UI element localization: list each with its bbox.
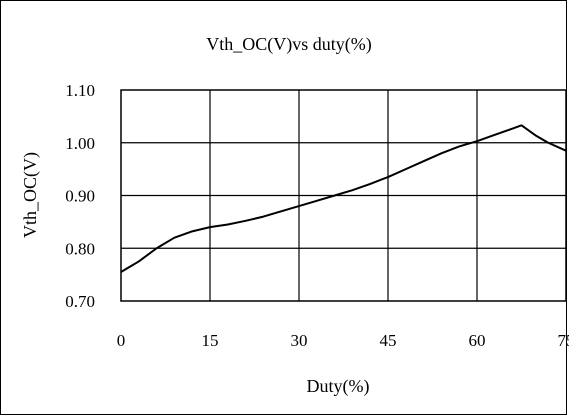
y-tick-label: 0.70	[65, 292, 95, 311]
x-tick-label: 30	[291, 331, 308, 350]
series-layer	[120, 124, 567, 273]
y-axis-title: Vth_OC(V)	[20, 152, 41, 238]
y-tick-label: 0.80	[65, 239, 95, 258]
x-tick-label: 75	[558, 331, 569, 350]
x-tick-label: 0	[117, 331, 126, 350]
x-tick-label: 45	[380, 331, 397, 350]
y-tick-label: 1.00	[65, 134, 95, 153]
grid-layer	[121, 90, 566, 301]
x-tick-label: 60	[469, 331, 486, 350]
tick-labels: 0 15 30 45 60 75 1.10 1.00 0.90 0.80 0.70	[65, 81, 569, 350]
series-line	[120, 124, 567, 273]
y-tick-label: 0.90	[65, 187, 95, 206]
chart-title: Vth_OC(V)vs duty(%)	[206, 34, 371, 55]
x-axis-title: Duty(%)	[307, 376, 370, 397]
x-tick-label: 15	[202, 331, 219, 350]
plot-area	[120, 89, 567, 302]
y-tick-label: 1.10	[65, 81, 95, 100]
